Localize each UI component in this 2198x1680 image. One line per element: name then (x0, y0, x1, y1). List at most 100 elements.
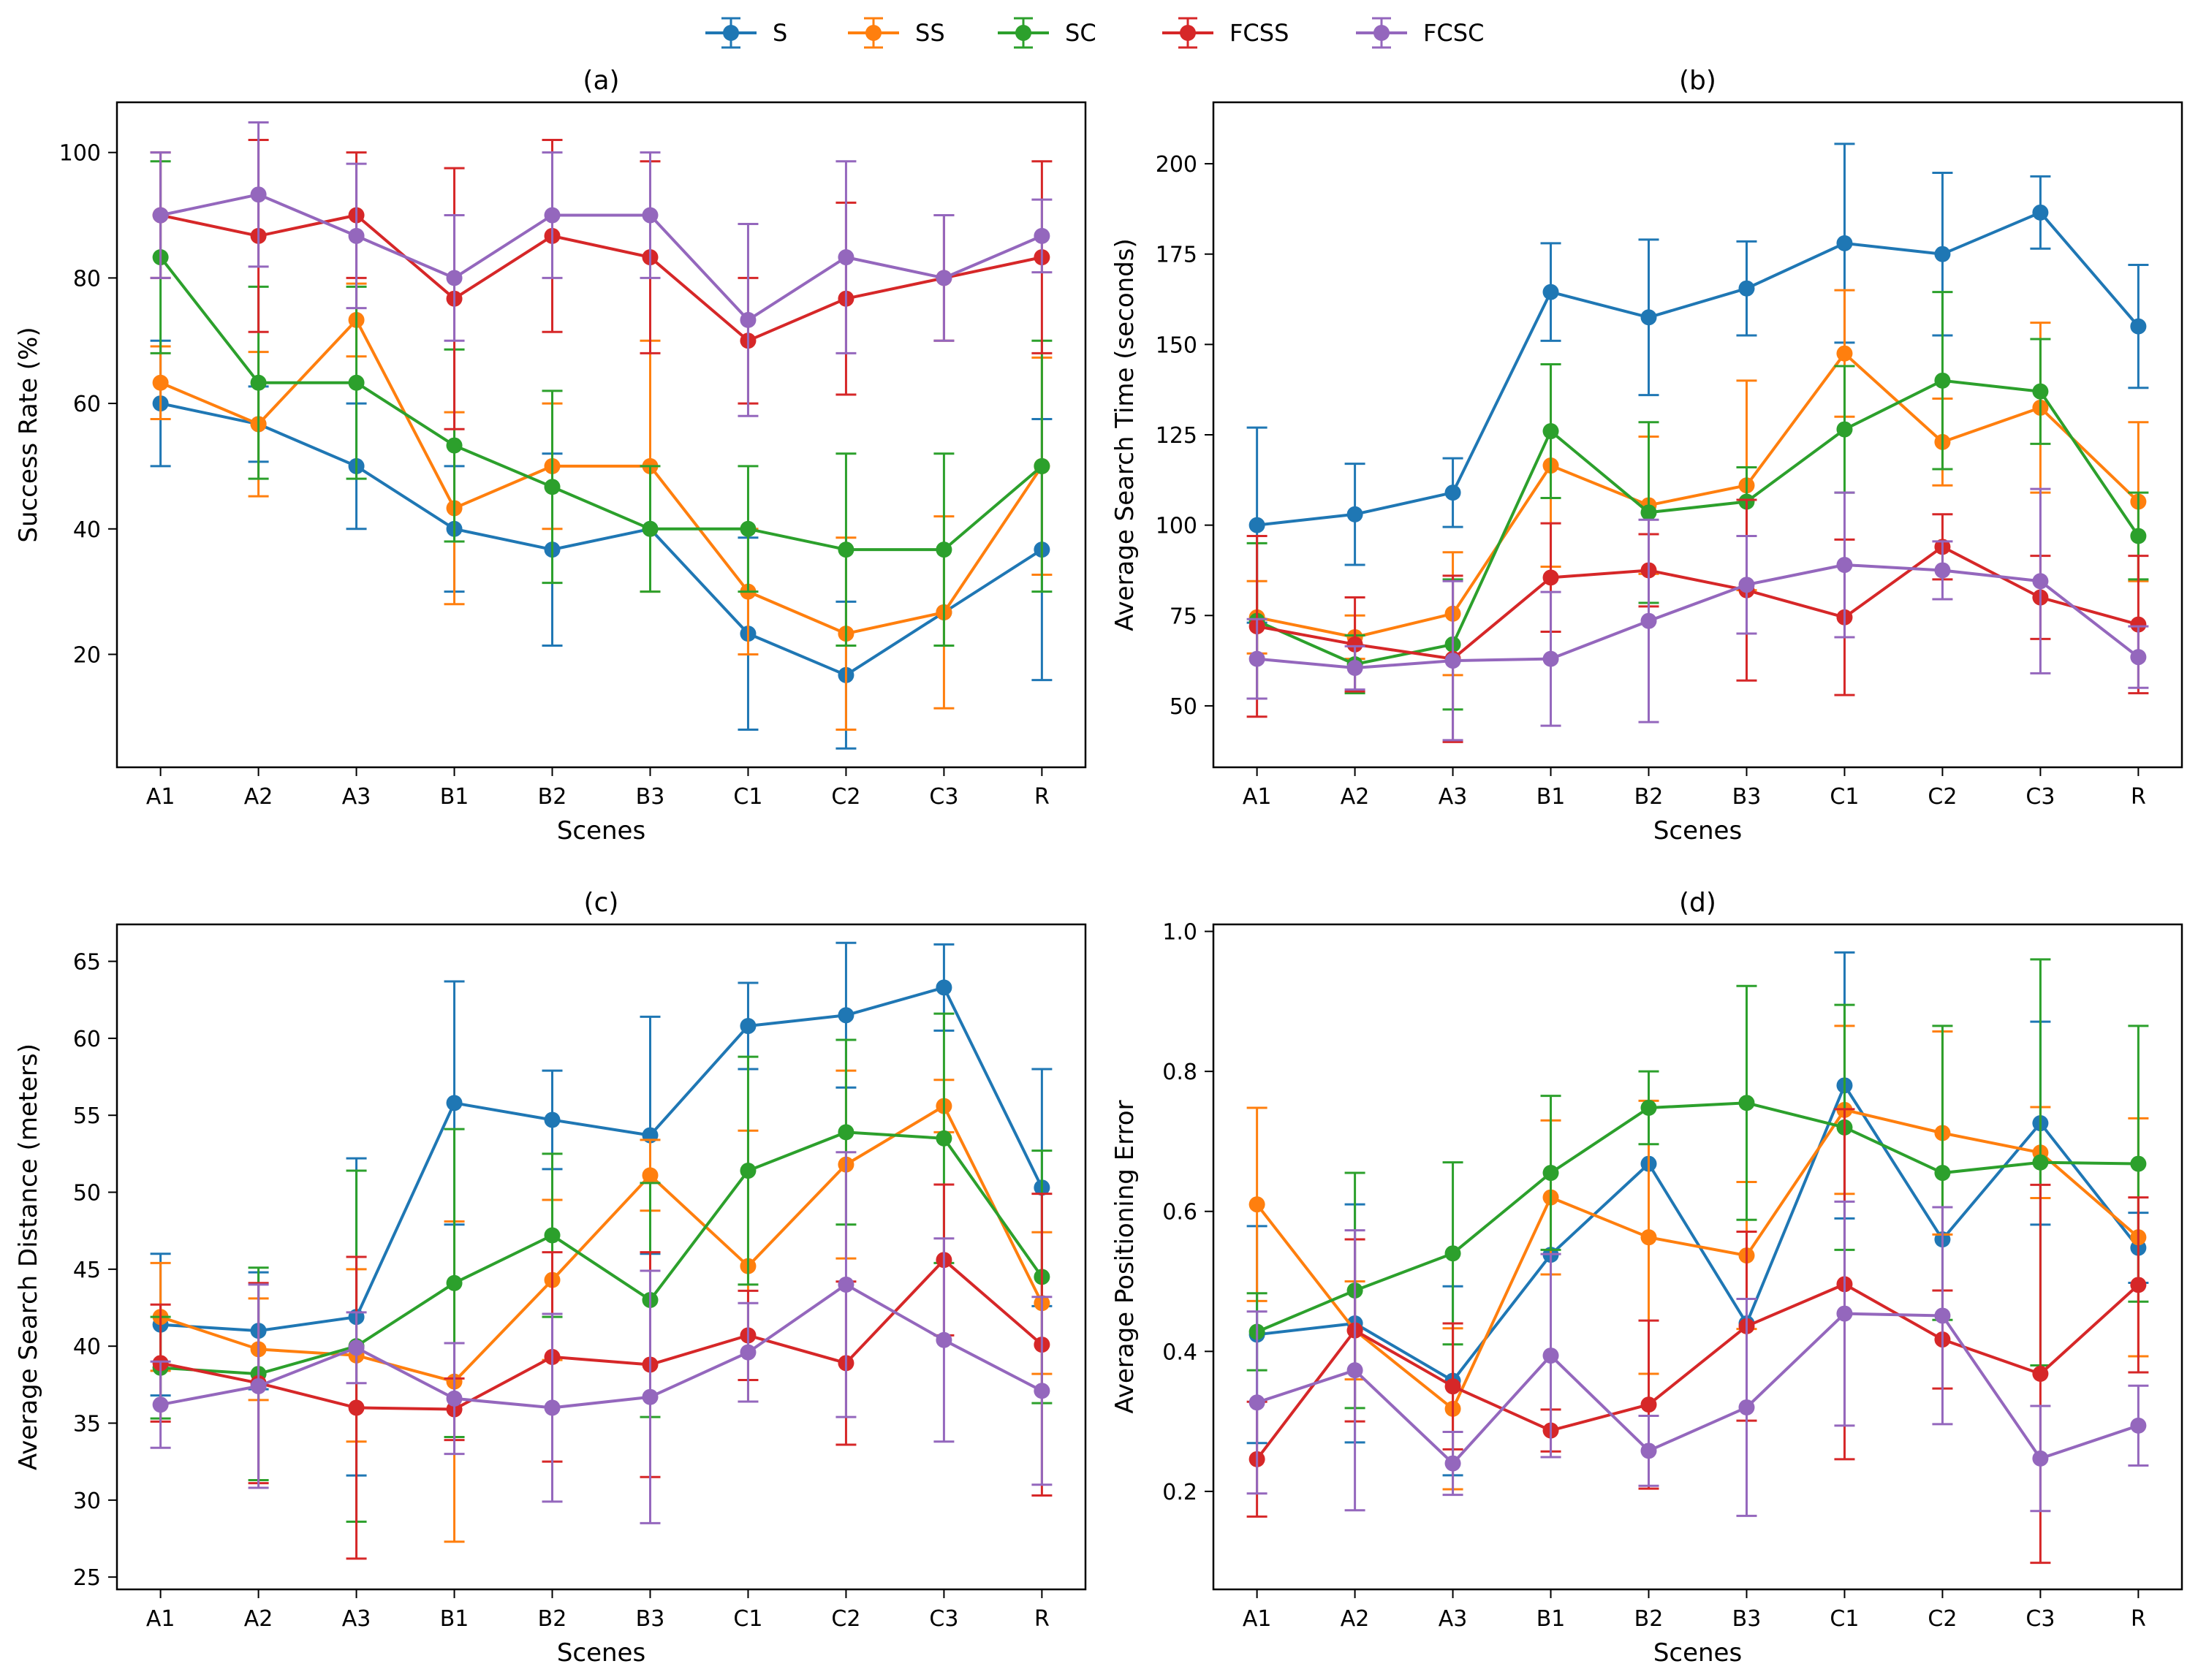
legend-label: S (773, 19, 787, 47)
x-tick-label: A3 (342, 1606, 371, 1632)
y-tick-label: 200 (1156, 152, 1197, 178)
legend-label: FCSS (1229, 19, 1289, 47)
series-s (150, 339, 1053, 750)
data-point (152, 374, 169, 391)
x-tick-label: B2 (538, 1606, 567, 1632)
y-tick-label: 100 (59, 141, 101, 167)
panel-d: (d) A1 A2 A3 B1 B2 B3 C1 C2 C3 R Scenes 0.2 0.4 0.6 0.8… (1110, 888, 2183, 1668)
y-axis-label: Average Positioning Error (1110, 1100, 1140, 1413)
data-point (936, 979, 952, 996)
x-axis-label: Scenes (557, 816, 645, 845)
data-point (1248, 1394, 1265, 1411)
data-point (250, 374, 267, 391)
x-axis-label: Scenes (1653, 1638, 1742, 1668)
data-point (250, 1377, 267, 1394)
y-tick-label: 25 (73, 1565, 101, 1591)
data-point (1444, 1455, 1461, 1472)
x-axis-label: Scenes (1653, 816, 1742, 845)
series-line (159, 318, 1044, 636)
data-point (446, 437, 463, 454)
x-tick-label: B2 (1634, 1606, 1664, 1632)
panel-title: (b) (1679, 66, 1716, 96)
data-point (642, 207, 659, 224)
x-tick-label: B2 (1634, 784, 1664, 810)
data-point (1738, 280, 1755, 297)
y-tick-label: 175 (1156, 243, 1197, 268)
x-tick-label: R (2131, 1606, 2146, 1632)
data-point (936, 270, 952, 286)
data-point (544, 1111, 561, 1128)
data-point (1738, 577, 1755, 593)
data-point (1640, 1099, 1657, 1116)
data-point (1248, 650, 1265, 667)
data-point (838, 1007, 854, 1024)
legend-label: SS (915, 19, 945, 47)
series-s (1246, 142, 2149, 624)
data-point (1738, 1399, 1755, 1415)
x-tick-label: B1 (1536, 1606, 1566, 1632)
x-tick-label: C3 (929, 784, 958, 810)
series-line (159, 256, 1043, 552)
x-tick-label: B2 (538, 784, 567, 810)
y-tick-label: 40 (73, 1334, 101, 1360)
data-point (1836, 345, 1853, 362)
data-point (838, 1124, 854, 1141)
data-point (1542, 569, 1559, 586)
data-point (1934, 1307, 1951, 1324)
plot-frame (1212, 101, 2183, 769)
data-point (1542, 1348, 1559, 1364)
data-point (2130, 1155, 2147, 1172)
legend-item-s: S (705, 17, 787, 49)
data-point (740, 1344, 757, 1361)
data-point (1934, 372, 1951, 389)
x-tick-label: A2 (1341, 1606, 1370, 1632)
series-line (1257, 210, 2140, 527)
data-point (740, 311, 757, 328)
panel-title: (a) (583, 66, 619, 96)
y-tick-label: 30 (73, 1489, 101, 1514)
data-point (2032, 1154, 2049, 1171)
data-point (2130, 616, 2147, 633)
series-line (1256, 1312, 2140, 1465)
data-point (1346, 506, 1363, 522)
x-tick-label: C2 (831, 1606, 860, 1632)
legend-item-ss: SS (848, 17, 945, 49)
series-line (1256, 379, 2140, 666)
y-axis-label: Success Rate (%) (14, 327, 43, 542)
plot-frame (115, 923, 1087, 1591)
x-tick-label: A1 (1243, 1606, 1272, 1632)
data-point (152, 207, 169, 224)
x-tick-label: A3 (1439, 1606, 1468, 1632)
series-sc (1246, 958, 2149, 1410)
data-point (1836, 1305, 1853, 1322)
data-point (348, 1339, 365, 1356)
series-fcss (1246, 1108, 2149, 1565)
series-line (1257, 545, 2139, 661)
y-axis-label: Average Search Distance (meters) (14, 1044, 43, 1470)
series-line (159, 1104, 1044, 1383)
data-point (544, 207, 561, 224)
y-tick-label: 50 (1170, 694, 1197, 720)
y-tick-label: 75 (1170, 604, 1197, 629)
x-tick-label: A3 (1439, 784, 1468, 810)
panel-title: (c) (584, 888, 619, 918)
data-point (2130, 1417, 2147, 1434)
y-tick-label: 50 (73, 1181, 101, 1206)
data-point (1034, 227, 1050, 244)
data-point (348, 374, 365, 391)
legend-marker (1373, 25, 1390, 41)
data-point (544, 1227, 561, 1244)
series-line (160, 1282, 1043, 1410)
y-tick-label: 1.0 (1162, 920, 1197, 946)
data-point (838, 249, 854, 266)
series-fcsc (150, 121, 1053, 417)
data-point (2032, 1450, 2049, 1467)
series-ss (1246, 289, 2149, 677)
series-line (1257, 351, 2140, 639)
y-tick-label: 0.4 (1162, 1339, 1197, 1365)
data-point (1934, 562, 1951, 579)
data-point (1444, 1378, 1461, 1395)
data-point (642, 1167, 659, 1184)
x-tick-label: B3 (636, 784, 665, 810)
panel-b: (b) A1 A2 A3 B1 B2 B3 C1 C2 C3 R Scenes 50 75 100 125 15… (1110, 66, 2183, 845)
